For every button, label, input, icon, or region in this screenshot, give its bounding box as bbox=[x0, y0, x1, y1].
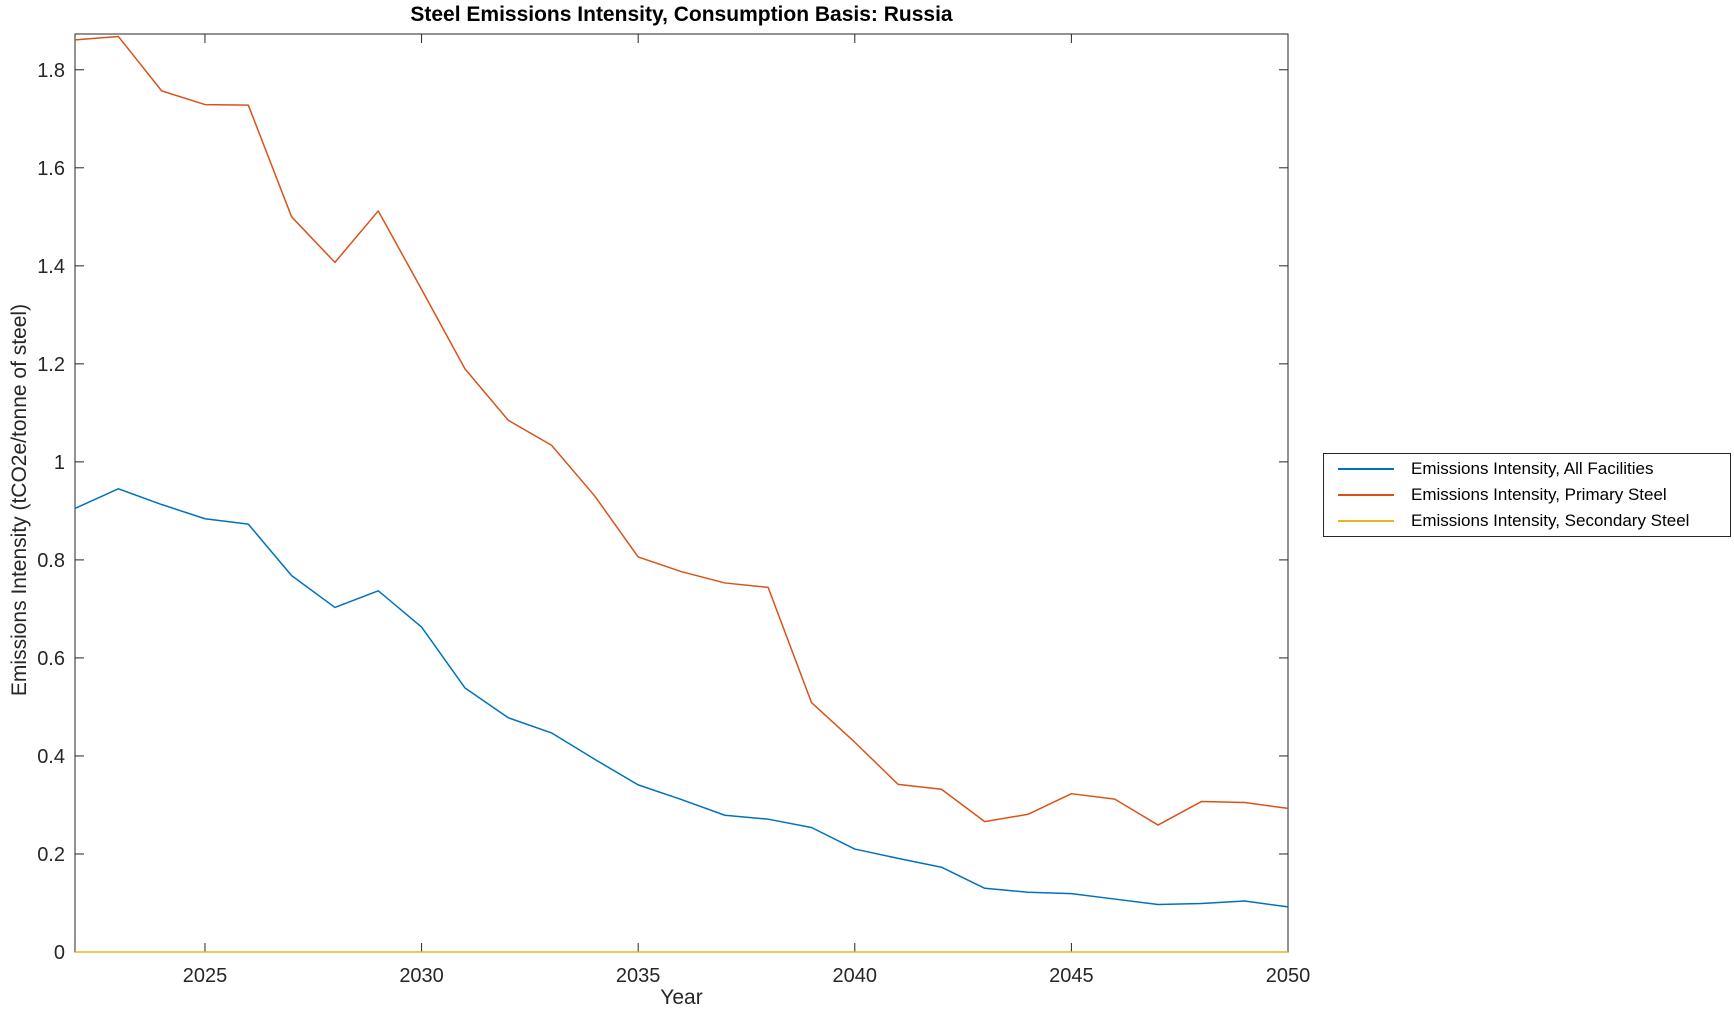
y-axis-ticks: 0 0.2 0.4 0.6 0.8 1 1.2 1.4 1.6 1.8 bbox=[37, 60, 1288, 964]
x-axis-label: Year bbox=[660, 986, 703, 1009]
y-tick-label: 0.8 bbox=[37, 550, 65, 572]
legend-line-sample-all-facilities bbox=[1338, 467, 1394, 470]
x-tick-label: 2040 bbox=[833, 965, 878, 987]
x-tick-label: 2035 bbox=[616, 965, 661, 987]
legend-item: Emissions Intensity, Secondary Steel bbox=[1324, 510, 1730, 533]
series-line-0 bbox=[74, 488, 1289, 908]
legend-item-label: Emissions Intensity, All Facilities bbox=[1411, 458, 1654, 478]
legend-item: Emissions Intensity, Primary Steel bbox=[1324, 484, 1730, 507]
y-axis-label: Emissions Intensity (tCO2e/tonne of stee… bbox=[8, 303, 31, 697]
legend-item: Emissions Intensity, All Facilities bbox=[1324, 457, 1730, 480]
legend-item-label: Emissions Intensity, Secondary Steel bbox=[1411, 511, 1690, 531]
legend-line-sample-primary-steel bbox=[1338, 494, 1394, 496]
y-tick-label: 1.8 bbox=[37, 60, 65, 82]
y-tick-label: 1.2 bbox=[37, 354, 65, 376]
chart-title: Steel Emissions Intensity, Consumption B… bbox=[410, 3, 953, 26]
y-tick-label: 1 bbox=[54, 452, 65, 474]
y-tick-label: 0.6 bbox=[37, 648, 65, 670]
legend: Emissions Intensity, All Facilities Emis… bbox=[1323, 453, 1731, 537]
y-tick-label: 1.4 bbox=[37, 256, 65, 278]
plot-box bbox=[74, 33, 1289, 953]
y-tick-label: 0.4 bbox=[37, 746, 65, 768]
x-tick-label: 2030 bbox=[399, 965, 444, 987]
x-tick-label: 2050 bbox=[1266, 965, 1311, 987]
x-tick-label: 2045 bbox=[1049, 965, 1094, 987]
y-tick-label: 1.6 bbox=[37, 158, 65, 180]
x-axis-ticks: 2025 2030 2035 2040 2045 2050 bbox=[183, 34, 1311, 987]
series-line-1 bbox=[74, 35, 1289, 826]
legend-item-label: Emissions Intensity, Primary Steel bbox=[1411, 485, 1667, 504]
x-tick-label: 2025 bbox=[183, 965, 228, 987]
y-tick-label: 0.2 bbox=[37, 844, 65, 866]
y-tick-label: 0 bbox=[54, 942, 65, 964]
legend-line-sample-secondary-steel bbox=[1338, 520, 1394, 523]
